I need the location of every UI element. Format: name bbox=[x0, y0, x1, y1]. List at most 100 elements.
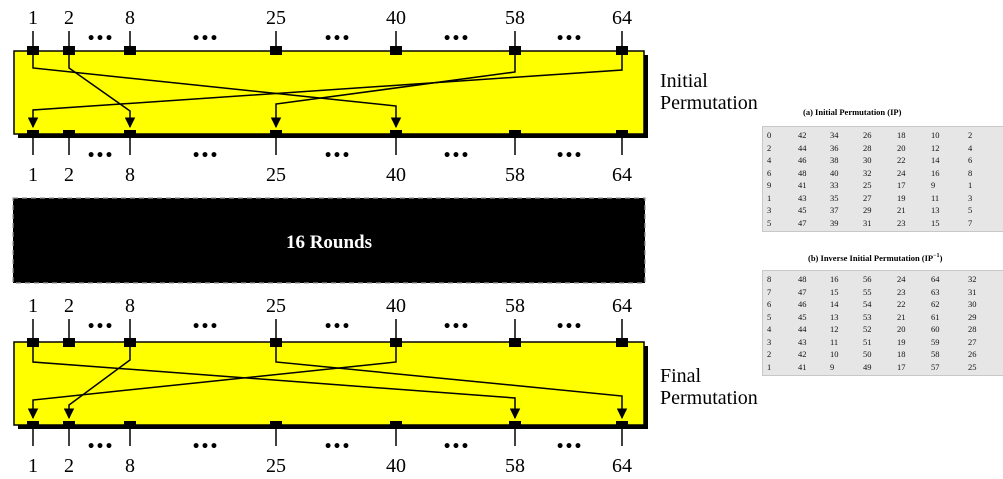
ipinv-cell: 14 bbox=[830, 299, 839, 309]
ipinv-cell: 61 bbox=[931, 311, 940, 322]
ip-top-ellipsis-5: ••• bbox=[556, 31, 583, 47]
fp-wire-25-to-64 bbox=[275, 347, 628, 420]
ip-cell: 5 bbox=[968, 205, 973, 215]
ipinv-cell: 55 bbox=[863, 286, 872, 297]
fp-bottom-label-1: 1 bbox=[28, 455, 38, 477]
rounds-label: 16 Rounds bbox=[286, 232, 372, 253]
ip-cell: 23 bbox=[897, 217, 906, 228]
ipinv-cell: 13 bbox=[830, 311, 839, 322]
ip-top-pin bbox=[270, 46, 282, 55]
fp-bottom-label-8: 8 bbox=[125, 455, 135, 477]
ip-bottom-pin bbox=[509, 130, 521, 138]
ip-top-label-40: 40 bbox=[386, 7, 406, 29]
ip-top-label-2: 2 bbox=[64, 7, 74, 29]
ipinv-cell: 9 bbox=[830, 361, 835, 372]
ip-cell: 16 bbox=[931, 167, 940, 178]
ipinv-cell: 46 bbox=[798, 299, 807, 309]
ip-bottom-ellipsis-1: ••• bbox=[87, 148, 114, 164]
ip-row: 6 48 40 32 24 16 8 bbox=[763, 168, 1003, 180]
ip-cell: 4 bbox=[968, 142, 973, 153]
fp-bottom-pin bbox=[616, 421, 628, 429]
final-label-line1: Final bbox=[660, 365, 702, 387]
ip-wire-2-to-8 bbox=[68, 55, 136, 129]
fp-bottom-ellipsis-1: ••• bbox=[87, 439, 114, 455]
ipinv-cell: 28 bbox=[968, 324, 977, 334]
ipinv-cell: 45 bbox=[798, 311, 807, 322]
ip-bottom-ellipsis-2: ••• bbox=[192, 148, 219, 164]
ip-cell: 35 bbox=[830, 192, 839, 203]
fp-bottom-pin bbox=[63, 421, 75, 429]
ip-row: 4 46 38 30 22 14 6 bbox=[763, 155, 1003, 167]
ip-cell: 10 bbox=[931, 130, 940, 140]
ipinv-row: 8 48 16 56 24 64 32 bbox=[763, 274, 1003, 286]
fp-bottom-pin bbox=[270, 421, 282, 429]
ip-cell: 30 bbox=[863, 155, 872, 165]
ipinv-cell: 54 bbox=[863, 299, 872, 309]
ip-table: 0 42 34 26 18 10 2 2 44 36 28 20 12 4 4 46 38 30 22 14 6 6 48 4… bbox=[762, 126, 1003, 232]
ip-cell: 38 bbox=[830, 155, 839, 165]
fp-top-label-40: 40 bbox=[386, 295, 406, 317]
ip-cell: 45 bbox=[798, 205, 807, 215]
fp-bottom-pin bbox=[509, 421, 521, 429]
ip-bottom-label-2: 2 bbox=[64, 164, 74, 186]
final-permutation-block: 1 2 8 25 40 58 64 ••• ••• ••• ••• ••• bbox=[13, 295, 648, 477]
fp-wire-40-to-1 bbox=[27, 347, 397, 420]
fp-top-pin bbox=[63, 338, 75, 347]
fp-bottom-pin bbox=[124, 421, 136, 429]
ipinv-cell: 62 bbox=[931, 299, 940, 309]
ip-cell: 17 bbox=[897, 180, 906, 190]
ip-row: 2 44 36 28 20 12 4 bbox=[763, 143, 1003, 155]
ipinv-cell: 19 bbox=[897, 336, 906, 347]
ip-bottom-pin bbox=[27, 130, 39, 138]
fp-bottom-label-2: 2 bbox=[64, 455, 74, 477]
rounds-box bbox=[12, 197, 646, 284]
ip-bottom-label-64: 64 bbox=[612, 164, 632, 186]
ip-wire-58-to-25 bbox=[270, 55, 516, 129]
rounds-block: 16 Rounds bbox=[12, 197, 646, 284]
ip-cell: 22 bbox=[897, 155, 906, 165]
fp-bottom-label-64: 64 bbox=[612, 455, 632, 477]
ipinv-cell: 20 bbox=[897, 324, 906, 334]
ip-inverse-table: 8 48 16 56 24 64 32 7 47 15 55 23 63 31 6 46 14 54 22 62 30 5… bbox=[762, 270, 1003, 376]
fp-top-pin bbox=[270, 338, 282, 347]
ip-cell: 21 bbox=[897, 205, 906, 215]
ipinv-cell: 17 bbox=[897, 361, 906, 372]
ip-cell: 5 bbox=[767, 217, 772, 228]
fp-bottom-label-40: 40 bbox=[386, 455, 406, 477]
ip-inverse-title-end: ) bbox=[939, 253, 943, 263]
ipinv-cell: 51 bbox=[863, 336, 872, 347]
ip-cell: 1 bbox=[767, 192, 772, 203]
ipinv-cell: 31 bbox=[968, 286, 977, 297]
ip-bottom-pin bbox=[270, 130, 282, 138]
ip-cell: 48 bbox=[798, 167, 807, 178]
ip-cell: 26 bbox=[863, 130, 872, 140]
ip-cell: 1 bbox=[968, 180, 973, 190]
ip-cell: 6 bbox=[968, 155, 973, 165]
ip-cell: 43 bbox=[798, 192, 807, 203]
ipinv-cell: 12 bbox=[830, 324, 839, 334]
ipinv-cell: 26 bbox=[968, 349, 977, 359]
fp-bottom-ellipsis-5: ••• bbox=[556, 439, 583, 455]
ipinv-cell: 50 bbox=[863, 349, 872, 359]
fp-top-label-64: 64 bbox=[612, 295, 632, 317]
ipinv-cell: 52 bbox=[863, 324, 872, 334]
ipinv-cell: 30 bbox=[968, 299, 977, 309]
ipinv-cell: 5 bbox=[767, 311, 772, 322]
ipinv-cell: 16 bbox=[830, 274, 839, 284]
fp-top-pin bbox=[390, 338, 402, 347]
ipinv-cell: 59 bbox=[931, 336, 940, 347]
ip-top-label-25: 25 bbox=[266, 7, 286, 29]
ipinv-cell: 58 bbox=[931, 349, 940, 359]
ip-bottom-ellipsis-4: ••• bbox=[443, 148, 470, 164]
ip-top-pin bbox=[27, 46, 39, 55]
ipinv-cell: 18 bbox=[897, 349, 906, 359]
fp-bottom-ellipsis-2: ••• bbox=[192, 439, 219, 455]
ipinv-cell: 48 bbox=[798, 274, 807, 284]
ipinv-cell: 15 bbox=[830, 286, 839, 297]
initial-label-line1: Initial bbox=[660, 70, 708, 92]
ip-cell: 8 bbox=[968, 167, 973, 178]
ipinv-cell: 24 bbox=[897, 274, 906, 284]
fp-top-label-8: 8 bbox=[125, 295, 135, 317]
ipinv-cell: 2 bbox=[767, 349, 772, 359]
